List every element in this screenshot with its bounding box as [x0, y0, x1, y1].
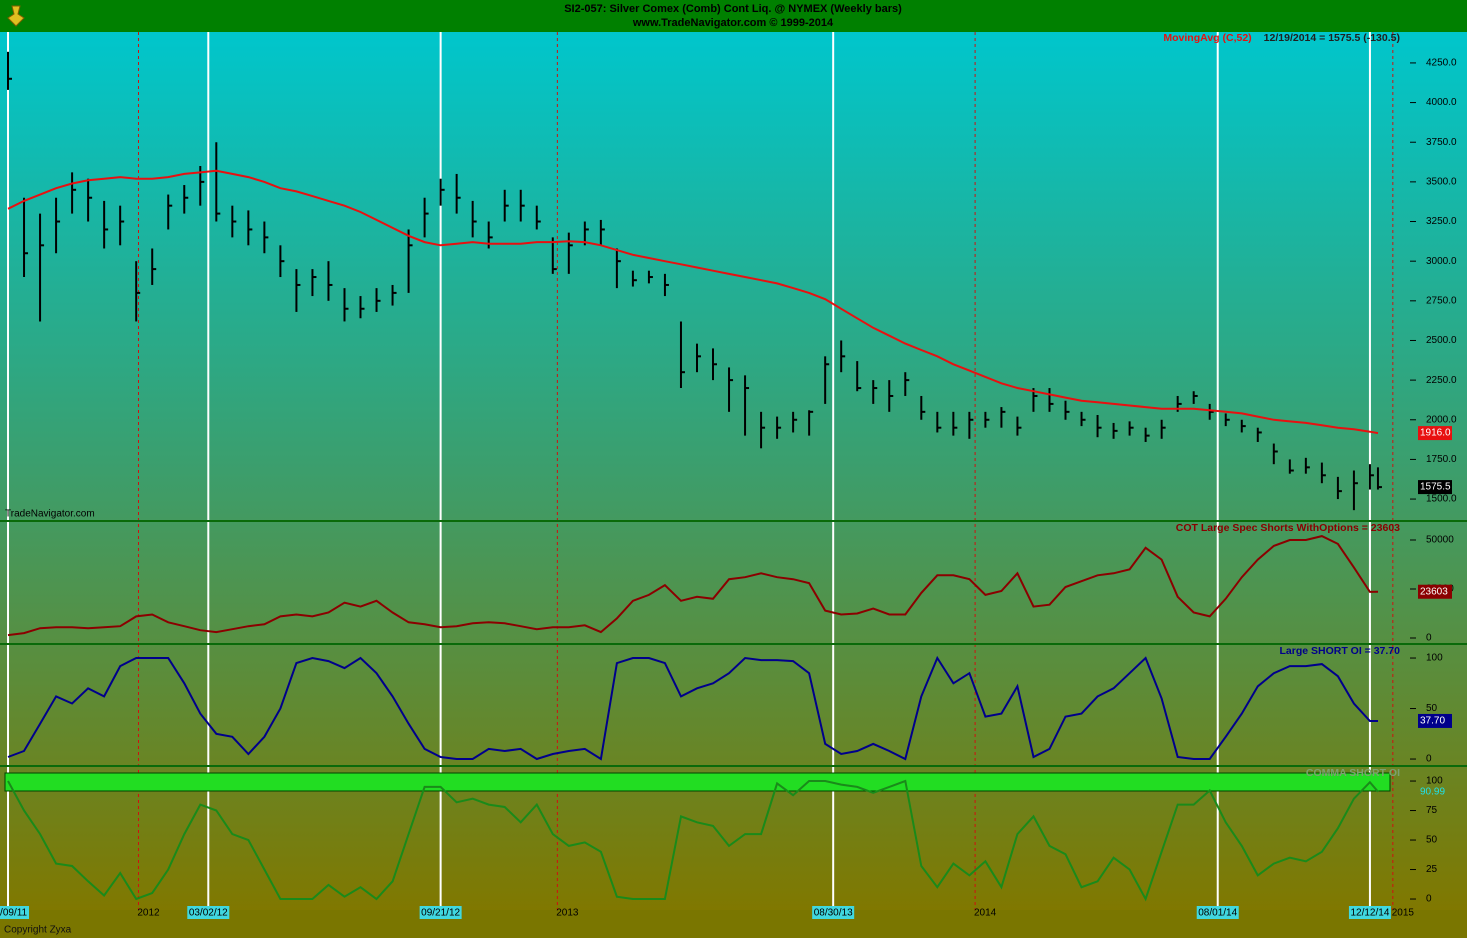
last-value-label: 1575.5 — [1420, 482, 1451, 493]
plot-background — [0, 32, 1467, 910]
y-tick-label: 3250.0 — [1426, 216, 1457, 227]
chart-subtitle: www.TradeNavigator.com © 1999-2014 — [632, 17, 834, 29]
x-tick-label: 12/12/14 — [1350, 908, 1389, 919]
x-tick-label: 09/09/11 — [0, 908, 28, 919]
y-tick-label: 0 — [1426, 754, 1432, 765]
last-value-label: 23603 — [1420, 586, 1448, 597]
y-tick-label: 0 — [1426, 894, 1432, 905]
y-tick-label: 2750.0 — [1426, 295, 1457, 306]
y-tick-label: 0 — [1426, 633, 1432, 644]
y-tick-label: 100 — [1426, 776, 1443, 787]
plot — [7, 51, 1382, 902]
y-tick-label: 25 — [1426, 864, 1438, 875]
logo — [7, 5, 25, 27]
y-tick-label: 75 — [1426, 805, 1438, 816]
y-tick-label: 50 — [1426, 703, 1438, 714]
x-tick-box — [1348, 906, 1391, 919]
panel-info: Large SHORT OI = 37.70 — [1279, 645, 1400, 657]
x-tick-box — [812, 906, 855, 919]
panel-info: COMMA SHORT OI — [1306, 767, 1400, 779]
x-tick-label: 2012 — [137, 908, 160, 919]
x-tick-box — [0, 906, 30, 919]
x-tick-box — [1196, 906, 1239, 919]
y-tick-label: 100 — [1426, 653, 1443, 664]
y-tick-label: 3500.0 — [1426, 177, 1457, 188]
header-bar — [0, 0, 1467, 32]
series-line — [7, 535, 1379, 637]
x-tick-label: 08/30/13 — [814, 908, 853, 919]
footer: Copyright Zyxa — [4, 925, 72, 936]
last-value-box — [1418, 584, 1452, 599]
highlight-bar — [4, 772, 1391, 792]
x-tick-label: 2013 — [556, 908, 579, 919]
x-tick-box — [419, 906, 462, 919]
y-tick-label: 4000.0 — [1426, 97, 1457, 108]
watermark: TradeNavigator.com — [5, 509, 95, 520]
x-tick-label: 2014 — [974, 908, 997, 919]
y-tick-label: 2250.0 — [1426, 375, 1457, 386]
legend-entry: MovingAvg (C,52) — [1163, 32, 1251, 44]
chart-title: SI2-057: Silver Comex (Comb) Cont Liq. @… — [564, 3, 902, 15]
x-tick-label: 08/01/14 — [1198, 908, 1237, 919]
last-value-label: 90.99 — [1420, 786, 1445, 797]
x-tick-label: 09/21/12 — [421, 908, 460, 919]
y-tick-label: 3000.0 — [1426, 256, 1457, 267]
vertical-lines — [7, 32, 1394, 910]
last-value-label: 1916.0 — [1420, 428, 1451, 439]
last-value-box — [1418, 426, 1452, 441]
panel-info: 12/19/2014 = 1575.5 (-130.5) — [1264, 32, 1400, 44]
x-tick-label: 03/02/12 — [189, 908, 228, 919]
last-value-label: 37.70 — [1420, 716, 1445, 727]
y-tick-label: 1750.0 — [1426, 454, 1457, 465]
series-line — [7, 655, 1378, 761]
y-tick-label: 2500.0 — [1426, 335, 1457, 346]
y-tick-label: 50000 — [1426, 535, 1454, 546]
y-tick-label: 1500.0 — [1426, 494, 1457, 505]
last-value-box — [1418, 480, 1452, 495]
x-tick-box — [187, 906, 230, 919]
series-line — [7, 779, 1379, 902]
last-value-box — [1418, 713, 1452, 728]
panel-info: COT Large Spec Shorts WithOptions = 2360… — [1176, 522, 1400, 534]
y-tick-label: 2000.0 — [1426, 414, 1457, 425]
series-line — [7, 169, 1379, 435]
y-tick-label: 4250.0 — [1426, 58, 1457, 69]
y-tick-label: 3750.0 — [1426, 137, 1457, 148]
y-tick-label: 50 — [1426, 835, 1438, 846]
x-tick-label: 2015 — [1392, 908, 1415, 919]
